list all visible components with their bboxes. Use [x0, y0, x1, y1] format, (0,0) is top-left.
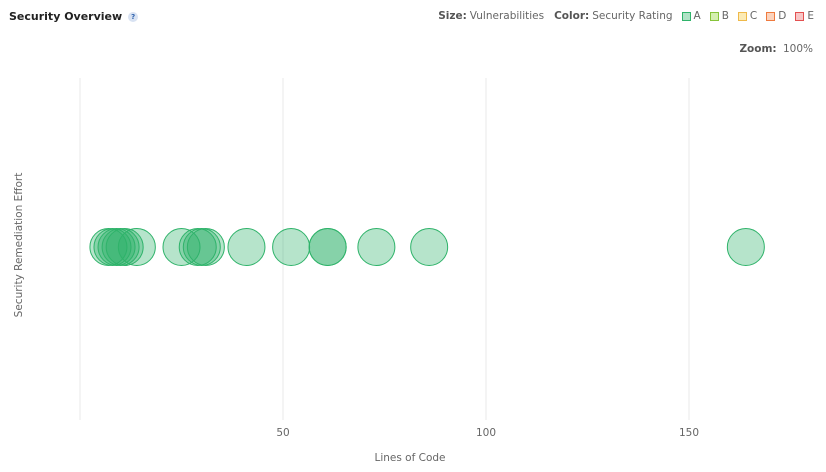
- bubble-point[interactable]: [117, 228, 156, 266]
- bubble-point[interactable]: [410, 228, 449, 266]
- bubble-point[interactable]: [162, 228, 201, 266]
- page-title: Security Overview: [9, 10, 123, 23]
- zoom-value: 100%: [782, 43, 813, 55]
- zoom-indicator: Zoom: 100%: [739, 43, 813, 55]
- legend-label: E: [807, 10, 814, 22]
- legend-swatch: [737, 11, 747, 21]
- bubble-point[interactable]: [726, 228, 765, 266]
- zoom-label: Zoom:: [739, 43, 777, 55]
- bubbles: [89, 228, 765, 266]
- bubble-point[interactable]: [186, 228, 225, 266]
- rating-legend: A B C D E: [673, 10, 814, 22]
- help-icon[interactable]: ?: [128, 11, 139, 22]
- legend-label: A: [693, 10, 701, 22]
- bubble-point[interactable]: [227, 228, 266, 266]
- chart-header: Security Overview ?: [9, 10, 139, 23]
- legend-item-d[interactable]: D: [766, 10, 786, 22]
- legend-swatch: [795, 11, 805, 21]
- legend-label: B: [721, 10, 729, 22]
- x-tick-label: 150: [679, 427, 699, 439]
- legend-item-a[interactable]: A: [681, 10, 701, 22]
- chart-controls: Size: Vulnerabilities Color: Security Ra…: [428, 10, 814, 22]
- chart-grid: [79, 78, 690, 420]
- x-axis-label: Lines of Code: [374, 452, 445, 464]
- legend-swatch: [709, 11, 719, 21]
- legend-item-b[interactable]: B: [709, 10, 729, 22]
- size-value: Vulnerabilities: [469, 10, 545, 22]
- bubble-point[interactable]: [308, 228, 347, 266]
- x-tick-label: 50: [276, 427, 289, 439]
- color-value: Security Rating: [592, 10, 673, 22]
- legend-label: D: [778, 10, 787, 22]
- bubble-point[interactable]: [357, 228, 396, 266]
- legend-swatch: [766, 11, 776, 21]
- legend-item-e[interactable]: E: [795, 10, 814, 22]
- x-tick-label: 100: [476, 427, 496, 439]
- x-axis-ticks: 50 100 150: [276, 427, 699, 439]
- legend-item-c[interactable]: C: [737, 10, 758, 22]
- legend-swatch: [681, 11, 691, 21]
- size-selector[interactable]: Size: Vulnerabilities: [438, 10, 544, 22]
- y-axis-label: Security Remediation Effort: [13, 173, 25, 318]
- bubble-point[interactable]: [272, 228, 311, 266]
- color-selector[interactable]: Color: Security Rating: [554, 10, 672, 22]
- bubble-point[interactable]: [105, 228, 144, 266]
- legend-label: C: [749, 10, 758, 22]
- size-label: Size:: [438, 10, 467, 22]
- color-label: Color:: [554, 10, 590, 22]
